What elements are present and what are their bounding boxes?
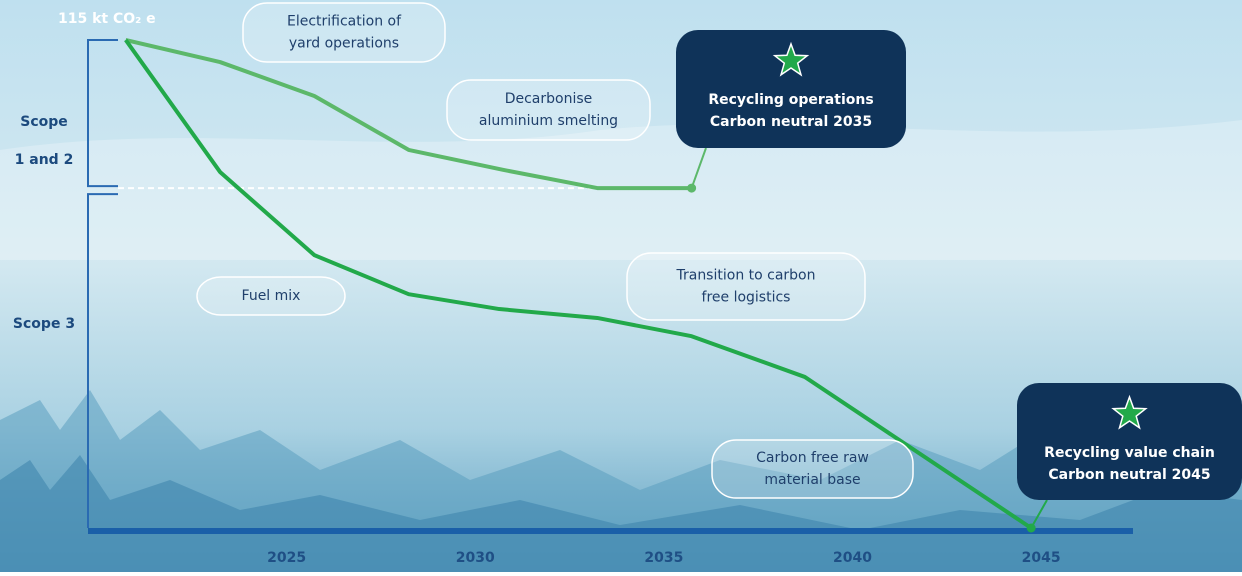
scope-label: Scope 3 bbox=[13, 316, 75, 332]
star-icon bbox=[772, 41, 810, 77]
annotation-text: material base bbox=[764, 472, 860, 488]
forest-front bbox=[0, 455, 1242, 572]
scope-bracket bbox=[87, 39, 118, 188]
annotation-text: Fuel mix bbox=[242, 288, 301, 304]
callout-box bbox=[676, 30, 906, 148]
annotation-text: Electrification of bbox=[287, 14, 402, 30]
callout-box bbox=[1017, 383, 1242, 500]
annotation-bubble bbox=[626, 252, 866, 321]
line-series bbox=[125, 38, 692, 191]
y-tick-label: 115 kt CO₂ e bbox=[58, 11, 156, 27]
leader-line bbox=[1030, 499, 1048, 529]
annotation-text: Transition to carbon bbox=[675, 268, 815, 284]
x-tick-label: 2040 bbox=[833, 550, 872, 566]
x-tick-label: 2045 bbox=[1022, 550, 1061, 566]
callout-text: Carbon neutral 2035 bbox=[710, 114, 872, 130]
annotation-text: Decarbonise bbox=[505, 91, 593, 107]
line-series bbox=[124, 38, 1033, 530]
star-icon bbox=[1111, 394, 1148, 430]
callout-text: Recycling operations bbox=[708, 92, 873, 108]
annotation-bubble bbox=[196, 276, 346, 316]
scope-label: Scope bbox=[20, 114, 68, 130]
annotation-text: yard operations bbox=[289, 36, 399, 52]
leader-line bbox=[690, 147, 707, 189]
x-tick-label: 2030 bbox=[456, 550, 495, 566]
annotation-bubble bbox=[711, 439, 914, 499]
x-tick-label: 2035 bbox=[644, 550, 683, 566]
plot: 2025 2030 2035 2040 2045 115 kt CO₂ e Scope 1 a… bbox=[13, 2, 1242, 566]
scope-bracket bbox=[87, 193, 118, 528]
annotation-text: aluminium smelting bbox=[479, 113, 618, 129]
x-tick-label: 2025 bbox=[267, 550, 306, 566]
scope-label: 1 and 2 bbox=[15, 152, 74, 168]
annotation-text: Carbon free raw bbox=[756, 450, 869, 466]
callout-text: Recycling value chain bbox=[1044, 445, 1215, 461]
annotation-text: free logistics bbox=[702, 290, 791, 306]
callout-text: Carbon neutral 2045 bbox=[1048, 467, 1210, 483]
annotation-bubble bbox=[242, 2, 446, 63]
annotation-bubble bbox=[446, 79, 651, 141]
